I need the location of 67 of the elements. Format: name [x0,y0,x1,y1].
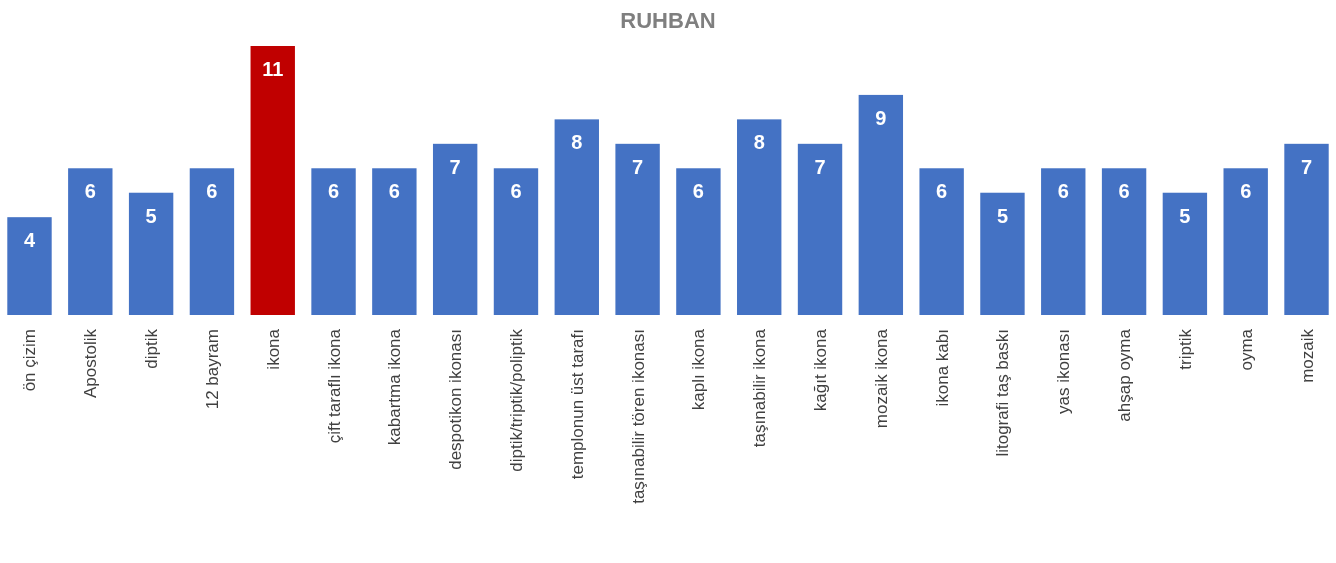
data-label: 6 [510,180,522,203]
bar [1223,168,1268,315]
bar [980,192,1025,315]
x-tick-label: taşınabilir tören ikonası [628,329,648,504]
x-tick-label: ön çizim [20,329,40,392]
x-tick-label: 12 bayram [202,329,222,410]
data-label: 6 [206,180,218,203]
bar [432,143,478,315]
data-label: 7 [1300,155,1313,178]
bar [919,168,964,315]
x-tick-label: Apostolik [81,328,101,398]
x-tick-label: ahşap oyma [1115,328,1135,422]
x-tick-label: çift taraflı ikona [324,328,344,444]
bar [372,168,417,315]
data-label: 7 [449,155,461,178]
x-tick-label: despotikon ikonası [446,329,466,470]
data-label: 5 [1179,204,1191,227]
bar [676,168,721,315]
x-tick-label: taşınabilir ikona [750,328,770,448]
data-label: 6 [1057,180,1069,203]
x-tick-label: kaplı ikona [689,328,709,411]
x-tick-label: diptik/triptik/poliptik [506,328,526,472]
bar [68,168,113,315]
x-tick-label: ikona kabı [932,329,952,407]
data-label: 6 [327,180,340,203]
x-tick-label: ikona [263,328,283,370]
bar [737,119,782,315]
data-label: 6 [936,180,948,203]
data-label: 9 [875,106,887,129]
data-label: 6 [388,180,400,203]
bar [858,94,904,315]
x-tick-label: yas ikonası [1054,329,1074,415]
x-tick-label: triptik [1175,328,1195,370]
x-tick-label: diptik [142,328,162,369]
x-tick-label: litografi taş baskı [993,329,1013,457]
data-label: 6 [692,180,704,203]
x-tick-label: templonun üst tarafı [567,329,587,480]
data-label: 7 [814,155,826,178]
bar [1101,168,1147,315]
x-tick-label: kabartma ikona [385,328,405,446]
data-label: 6 [84,180,96,203]
x-tick-label: mozaik [1297,328,1317,383]
bar [128,192,174,315]
bar [311,168,356,315]
x-tick-label: mozaik ikona [871,328,891,429]
bar [7,217,52,315]
data-label: 5 [996,204,1009,227]
data-label: 5 [145,204,157,227]
data-label: 11 [262,58,284,80]
bar [554,119,599,315]
bar [1041,168,1086,315]
data-label: 8 [753,131,765,154]
bar [1162,192,1208,315]
bar [250,46,295,315]
bar [615,143,660,315]
data-label: 6 [1240,180,1252,203]
bar [493,168,539,315]
data-label: 7 [632,155,644,178]
data-label: 4 [23,229,36,252]
data-label: 6 [1118,180,1130,203]
chart-title: RUHBAN [620,8,716,33]
data-label: 8 [571,131,583,154]
bar [797,143,843,315]
bar [189,168,235,315]
bar [1284,143,1329,315]
x-tick-label: oyma [1236,328,1256,371]
x-tick-label: kağıt ikona [811,328,831,412]
